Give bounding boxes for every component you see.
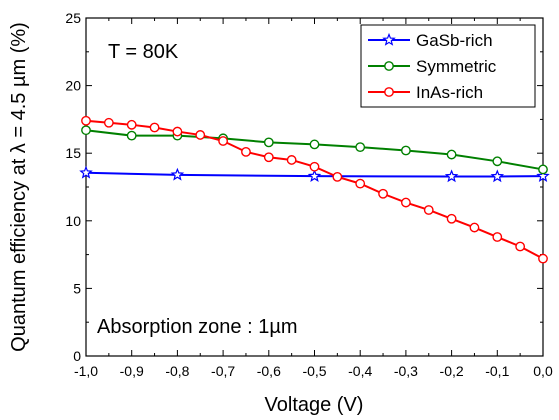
legend-label: GaSb-rich — [416, 31, 493, 50]
x-tick-label: -0,5 — [302, 363, 326, 379]
legend-label: InAs-rich — [416, 83, 483, 102]
data-point-symmetric — [400, 145, 411, 156]
data-point-gasb-rich — [307, 169, 322, 182]
y-tick-label: 0 — [73, 348, 81, 364]
y-tick-label: 20 — [65, 78, 81, 94]
data-point-inas-rich — [332, 171, 343, 182]
series-symmetric — [81, 125, 548, 175]
x-tick-label: 0,0 — [533, 363, 553, 379]
data-point-symmetric — [446, 149, 457, 160]
annotation-absorption-zone: Absorption zone : 1µm — [97, 316, 298, 338]
data-point-inas-rich — [469, 222, 480, 233]
axis-ticks: -1,0 -0,9 -0,8 -0,7 -0,6 -0,5 -0,4 -0,3 -0,2 -0,1… — [65, 10, 553, 379]
data-point-inas-rich — [355, 178, 366, 189]
x-tick-label: -0,9 — [120, 363, 144, 379]
x-tick-label: -0,2 — [440, 363, 464, 379]
series-inas-rich — [81, 115, 548, 264]
legend-marker — [384, 61, 394, 71]
legend-marker — [384, 87, 394, 97]
y-tick-label: 5 — [73, 280, 81, 296]
x-tick-label: -0,6 — [257, 363, 281, 379]
x-tick-label: -0,3 — [394, 363, 418, 379]
data-point-inas-rich — [149, 122, 160, 133]
series-gasb-rich — [79, 165, 550, 183]
data-point-symmetric — [81, 125, 91, 136]
data-point-gasb-rich — [536, 169, 550, 182]
legend-label: Symmetric — [416, 57, 497, 76]
data-point-inas-rich — [378, 188, 388, 199]
data-point-inas-rich — [81, 115, 91, 126]
data-point-inas-rich — [286, 155, 297, 165]
data-point-inas-rich — [538, 253, 548, 264]
y-axis-label: Quantum efficiency at λ = 4.5 µm (%) — [8, 22, 30, 352]
data-point-inas-rich — [195, 130, 206, 140]
y-tick-label: 10 — [65, 213, 81, 229]
data-point-inas-rich — [241, 146, 251, 157]
annotation-temperature: T = 80K — [108, 41, 179, 63]
series-line-gasb-rich — [85, 171, 544, 178]
data-point-inas-rich — [126, 119, 137, 130]
legend-marker — [382, 32, 396, 46]
data-point-gasb-rich — [490, 169, 505, 183]
data-point-inas-rich — [218, 136, 229, 146]
data-point-gasb-rich — [170, 167, 185, 181]
x-tick-label: -0,1 — [485, 363, 509, 379]
data-point-symmetric — [126, 130, 137, 141]
data-point-symmetric — [263, 137, 274, 148]
data-point-gasb-rich — [79, 165, 93, 179]
legend-item-symmetric: Symmetric — [368, 57, 497, 76]
data-point-inas-rich — [446, 213, 457, 224]
data-point-inas-rich — [492, 232, 503, 242]
data-point-symmetric — [538, 164, 548, 175]
y-tick-label: 15 — [65, 145, 81, 161]
x-axis-label: Voltage (V) — [265, 394, 364, 416]
data-point-inas-rich — [172, 126, 183, 137]
x-tick-label: -0,4 — [348, 363, 372, 379]
x-tick-label: -1,0 — [74, 363, 98, 379]
legend-item-gasb-rich: GaSb-rich — [368, 31, 493, 50]
data-point-inas-rich — [423, 205, 434, 215]
legend: GaSb-rich Symmetric InAs-rich — [360, 24, 536, 108]
data-point-gasb-rich — [444, 169, 459, 183]
x-tick-label: -0,7 — [211, 363, 235, 379]
series-layer — [79, 115, 550, 264]
data-point-inas-rich — [263, 152, 274, 163]
data-point-symmetric — [355, 142, 366, 153]
data-point-inas-rich — [515, 241, 526, 252]
legend-item-inas-rich: InAs-rich — [368, 83, 483, 102]
data-point-symmetric — [492, 156, 503, 167]
data-point-symmetric — [309, 139, 320, 150]
data-point-inas-rich — [400, 197, 411, 208]
data-point-inas-rich — [309, 161, 320, 172]
x-tick-label: -0,8 — [165, 363, 189, 379]
data-point-inas-rich — [103, 117, 114, 128]
y-tick-label: 25 — [65, 10, 81, 26]
